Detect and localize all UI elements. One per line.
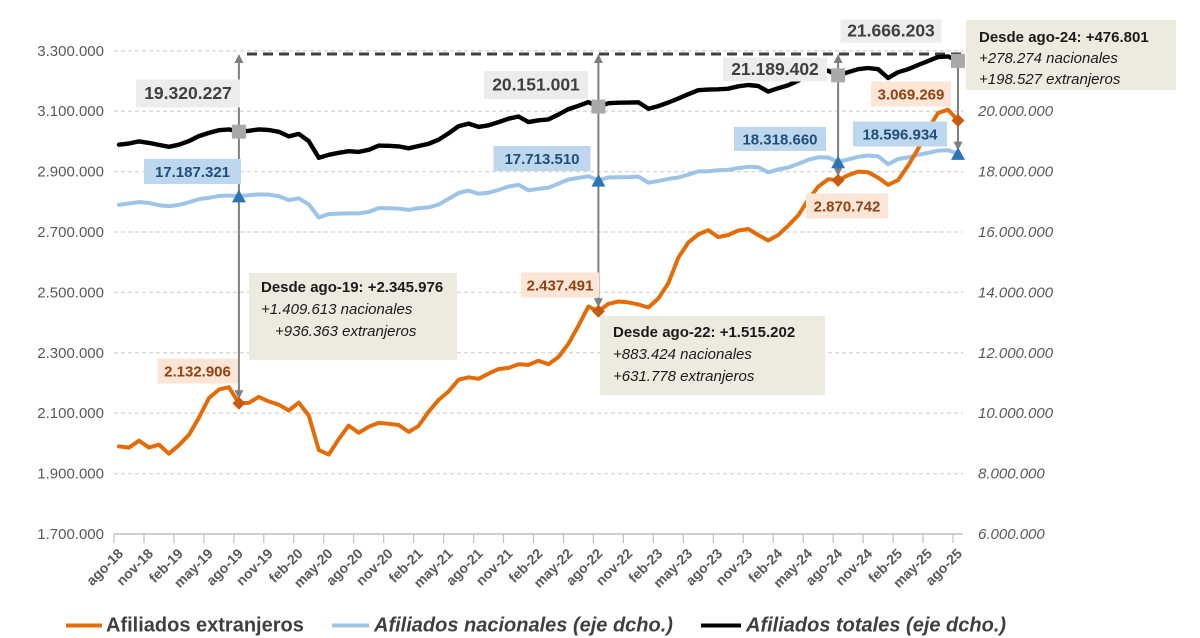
svg-text:10.000.000: 10.000.000 bbox=[978, 405, 1054, 422]
svg-text:Afiliados extranjeros: Afiliados extranjeros bbox=[106, 615, 304, 637]
svg-text:Afiliados totales (eje dcho.): Afiliados totales (eje dcho.) bbox=[745, 615, 1006, 637]
svg-text:3.100.000: 3.100.000 bbox=[37, 103, 104, 120]
svg-text:2.437.491: 2.437.491 bbox=[527, 278, 594, 295]
svg-text:2.300.000: 2.300.000 bbox=[37, 345, 104, 362]
svg-text:17.187.321: 17.187.321 bbox=[155, 164, 230, 181]
svg-text:21.666.203: 21.666.203 bbox=[847, 21, 935, 41]
svg-text:Desde ago-22: +1.515.202: Desde ago-22: +1.515.202 bbox=[613, 324, 795, 341]
svg-text:2.900.000: 2.900.000 bbox=[37, 164, 104, 181]
svg-text:20.151.001: 20.151.001 bbox=[492, 75, 580, 95]
svg-text:1.900.000: 1.900.000 bbox=[37, 466, 104, 483]
svg-text:18.318.660: 18.318.660 bbox=[742, 132, 817, 149]
svg-text:16.000.000: 16.000.000 bbox=[978, 224, 1054, 241]
svg-text:3.069.269: 3.069.269 bbox=[878, 87, 945, 104]
svg-text:21.189.402: 21.189.402 bbox=[731, 59, 819, 79]
svg-text:+631.778 extranjeros: +631.778 extranjeros bbox=[613, 368, 755, 385]
svg-text:1.700.000: 1.700.000 bbox=[37, 526, 104, 543]
svg-text:+1.409.613 nacionales: +1.409.613 nacionales bbox=[261, 301, 413, 318]
svg-text:2.100.000: 2.100.000 bbox=[37, 405, 104, 422]
svg-text:18.596.934: 18.596.934 bbox=[862, 127, 938, 144]
svg-text:12.000.000: 12.000.000 bbox=[978, 345, 1054, 362]
svg-text:+278.274 nacionales: +278.274 nacionales bbox=[979, 50, 1118, 67]
svg-text:2.870.742: 2.870.742 bbox=[814, 199, 881, 216]
svg-text:2.132.906: 2.132.906 bbox=[164, 364, 231, 381]
svg-text:+936.363 extranjeros: +936.363 extranjeros bbox=[275, 323, 417, 340]
svg-text:3.300.000: 3.300.000 bbox=[37, 43, 104, 60]
svg-text:17.713.510: 17.713.510 bbox=[504, 151, 579, 168]
svg-text:8.000.000: 8.000.000 bbox=[978, 466, 1045, 483]
svg-text:2.700.000: 2.700.000 bbox=[37, 224, 104, 241]
svg-text:Afiliados nacionales (eje dcho: Afiliados nacionales (eje dcho.) bbox=[373, 615, 673, 637]
svg-text:6.000.000: 6.000.000 bbox=[978, 526, 1045, 543]
svg-text:19.320.227: 19.320.227 bbox=[144, 83, 232, 103]
svg-text:14.000.000: 14.000.000 bbox=[978, 284, 1054, 301]
svg-text:+883.424 nacionales: +883.424 nacionales bbox=[613, 346, 752, 363]
svg-text:20.000.000: 20.000.000 bbox=[977, 103, 1054, 120]
svg-text:Desde ago-19: +2.345.976: Desde ago-19: +2.345.976 bbox=[261, 279, 443, 296]
svg-text:Desde ago-24: +476.801: Desde ago-24: +476.801 bbox=[979, 29, 1149, 46]
svg-text:+198.527 extranjeros: +198.527 extranjeros bbox=[979, 71, 1121, 88]
svg-text:2.500.000: 2.500.000 bbox=[37, 284, 104, 301]
svg-text:18.000.000: 18.000.000 bbox=[978, 164, 1054, 181]
